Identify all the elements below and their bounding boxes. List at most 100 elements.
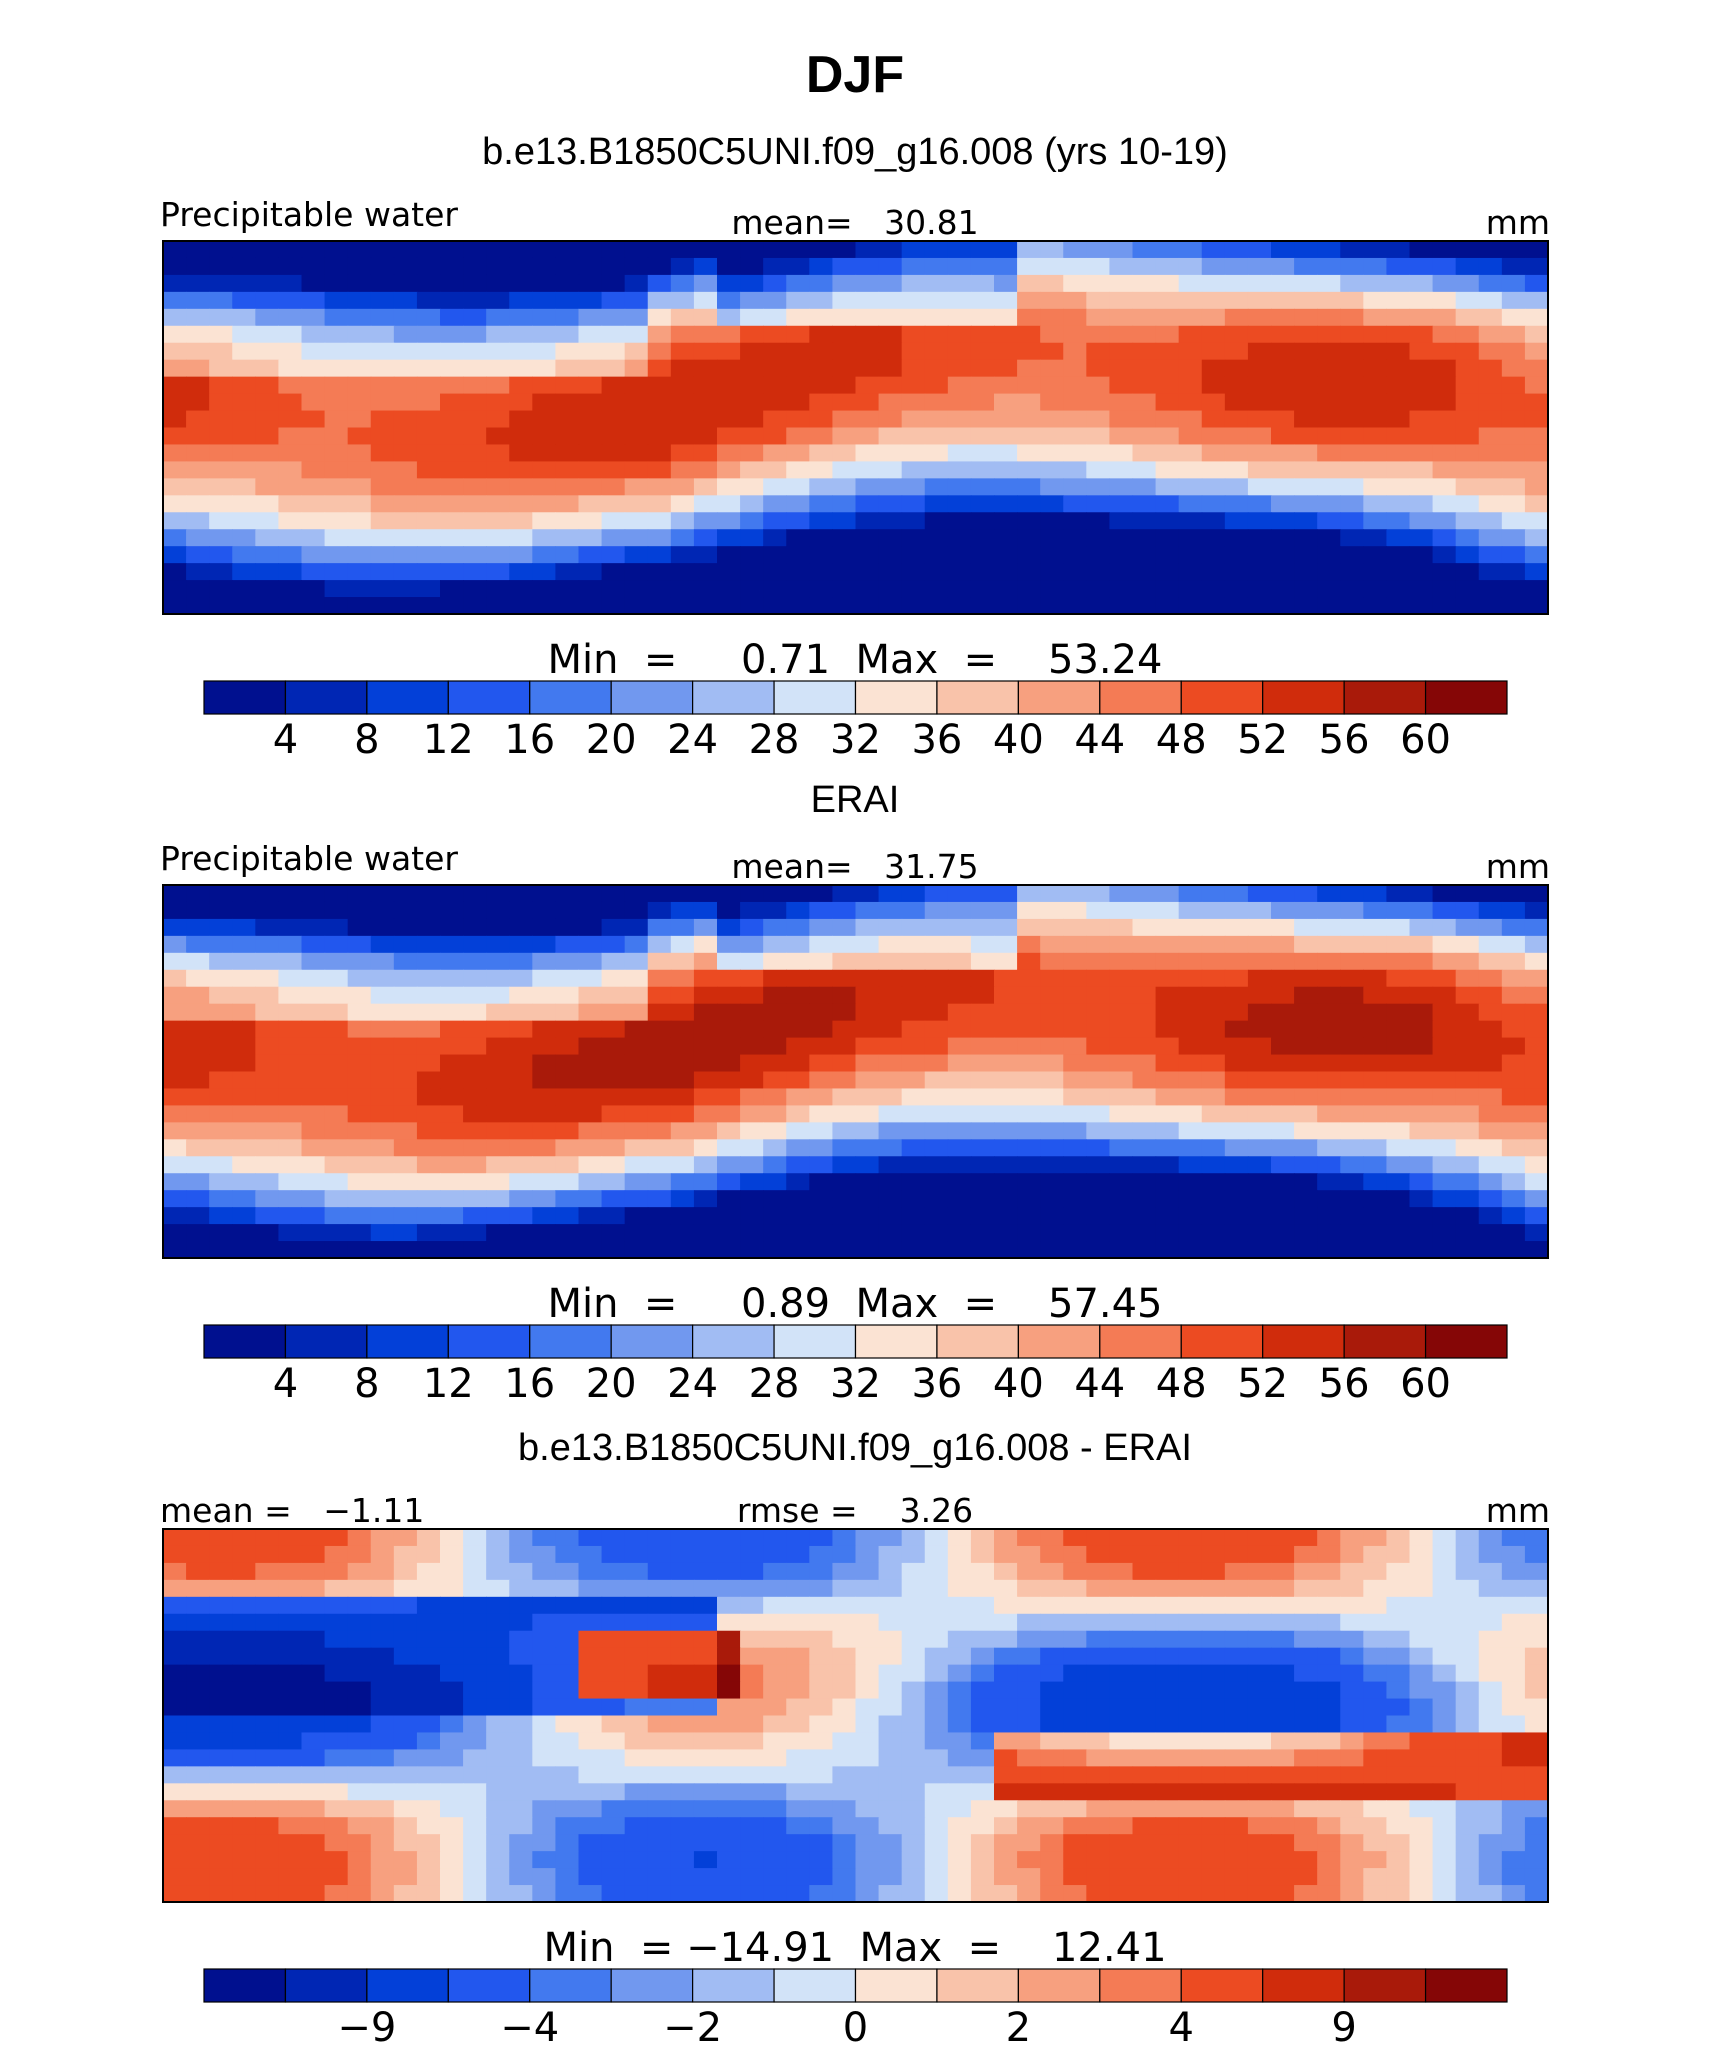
- field-cell: [717, 1003, 741, 1022]
- field-cell: [532, 1817, 557, 1835]
- field-cell: [994, 901, 1018, 920]
- field-cell: [278, 325, 303, 344]
- field-cell: [924, 546, 949, 564]
- field-cell: [232, 1139, 256, 1157]
- field-cell: [647, 1817, 672, 1835]
- field-cell: [1040, 885, 1064, 903]
- field-cell: [232, 444, 256, 462]
- field-cell: [1224, 1579, 1249, 1598]
- field-cell: [347, 1190, 372, 1208]
- field-cell: [163, 935, 187, 954]
- field-cell: [717, 546, 741, 564]
- field-cell: [1409, 461, 1434, 479]
- field-cell: [255, 1885, 280, 1902]
- field-cell: [578, 529, 603, 547]
- field-cell: [1247, 1088, 1272, 1106]
- field-cell: [1317, 1545, 1341, 1564]
- field-cell: [1432, 359, 1457, 378]
- field-cell: [901, 901, 926, 920]
- field-cell: [209, 1817, 233, 1835]
- field-cell: [324, 1003, 349, 1022]
- field-cell: [278, 1071, 303, 1090]
- colorbar-tick-label: −2: [663, 2005, 722, 2048]
- field-cell: [1363, 1529, 1388, 1547]
- field-cell: [1478, 1241, 1503, 1258]
- field-cell: [878, 257, 903, 276]
- field-cell: [1409, 597, 1434, 614]
- field-cell: [1040, 580, 1064, 598]
- field-cell: [1063, 1613, 1087, 1632]
- field-cell: [624, 1732, 649, 1750]
- field-cell: [670, 393, 695, 412]
- field-cell: [1040, 597, 1064, 614]
- field-cell: [763, 1800, 787, 1818]
- field-cell: [509, 1122, 533, 1140]
- field-cell: [878, 393, 903, 412]
- field-cell: [1317, 1715, 1341, 1734]
- field-cell: [832, 969, 857, 988]
- field-cell: [809, 1868, 834, 1886]
- field-cell: [1409, 325, 1434, 344]
- field-cell: [324, 1545, 349, 1564]
- field-cell: [1201, 1868, 1226, 1886]
- field-cell: [1432, 291, 1457, 310]
- field-cell: [832, 1817, 857, 1835]
- field-cell: [532, 1596, 557, 1615]
- field-cell: [440, 325, 464, 344]
- field-cell: [878, 529, 903, 547]
- field-cell: [393, 1020, 418, 1039]
- colorbar-tick-label: 28: [749, 717, 800, 763]
- field-cell: [1040, 1241, 1064, 1258]
- field-cell: [1155, 444, 1180, 462]
- field-cell: [416, 257, 441, 276]
- field-cell: [1271, 444, 1295, 462]
- field-cell: [901, 1562, 926, 1581]
- field-cell: [578, 1715, 603, 1734]
- field-cell: [1017, 1800, 1041, 1818]
- field-cell: [1524, 495, 1548, 513]
- field-cell: [301, 1020, 326, 1039]
- field-cell: [370, 274, 395, 293]
- field-cell: [832, 1088, 857, 1106]
- field-cell: [693, 1190, 718, 1208]
- field-cell: [924, 1529, 949, 1547]
- field-cell: [1478, 1647, 1503, 1666]
- field-cell: [186, 580, 210, 598]
- field-cell: [509, 1562, 533, 1581]
- field-cell: [1132, 1664, 1157, 1683]
- field-cell: [947, 1054, 972, 1073]
- field-cell: [1317, 1817, 1341, 1835]
- field-cell: [832, 495, 857, 513]
- field-cell: [1132, 1054, 1157, 1073]
- field-cell: [670, 291, 695, 310]
- field-cell: [1409, 1545, 1434, 1564]
- field-cell: [1294, 1122, 1318, 1140]
- field-cell: [717, 1224, 741, 1242]
- field-cell: [1455, 291, 1480, 310]
- colorbar-box: [284, 1324, 368, 1359]
- field-cell: [1386, 325, 1411, 344]
- field-cell: [1317, 529, 1341, 547]
- field-cell: [232, 325, 256, 344]
- field-cell: [786, 1241, 810, 1258]
- field-cell: [578, 1529, 603, 1547]
- field-cell: [855, 1783, 880, 1801]
- field-cell: [301, 1190, 326, 1208]
- field-cell: [740, 1647, 764, 1666]
- field-cell: [855, 1698, 880, 1717]
- field-cell: [555, 1241, 580, 1258]
- field-cell: [809, 376, 834, 395]
- field-cell: [1040, 274, 1064, 293]
- field-cell: [786, 901, 810, 920]
- field-cell: [693, 478, 718, 496]
- field-cell: [1040, 376, 1064, 395]
- field-cell: [1017, 1732, 1041, 1750]
- field-cell: [1340, 1122, 1364, 1140]
- field-cell: [947, 1241, 972, 1258]
- field-cell: [1086, 1613, 1111, 1632]
- field-cell: [1501, 1681, 1526, 1700]
- field-cell: [370, 1596, 395, 1615]
- field-cell: [924, 495, 949, 513]
- field-cell: [693, 1071, 718, 1090]
- field-cell: [301, 478, 326, 496]
